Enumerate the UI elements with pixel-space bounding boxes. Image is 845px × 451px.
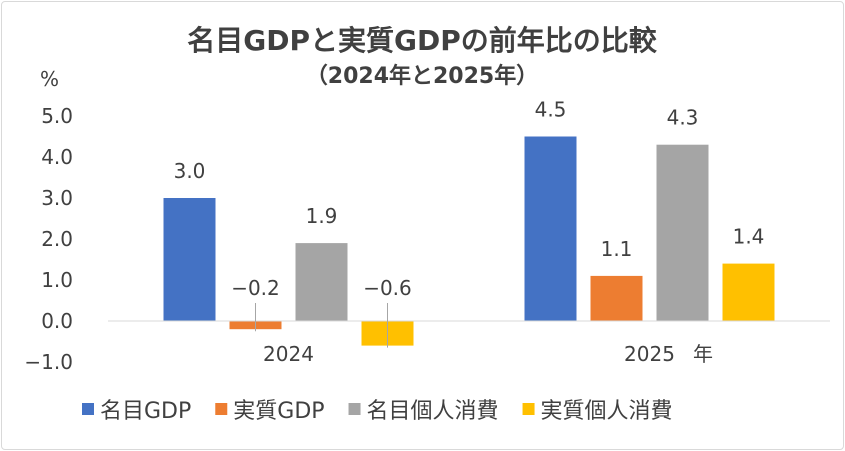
y-tick-label: 0.0 [41, 309, 73, 333]
bar [722, 263, 775, 321]
bar [163, 198, 216, 321]
legend-label: 実質GDP [233, 399, 324, 424]
data-label: 4.3 [667, 106, 699, 130]
legend-label: 名目GDP [100, 399, 191, 424]
legend-swatch [522, 403, 535, 415]
y-tick-label: 3.0 [41, 186, 73, 210]
y-tick-label: 4.0 [41, 145, 73, 169]
legend-swatch [215, 403, 228, 415]
data-label: 4.5 [535, 98, 567, 122]
data-labels: 3.0 −0.2 1.9 −0.6 4.5 1.1 4.3 1.4 [174, 98, 765, 301]
bar [590, 275, 643, 321]
chart-title: 名目GDPと実質GDPの前年比の比較 [187, 24, 657, 57]
chart-subtitle: （2024年と2025年） [306, 63, 538, 89]
data-label: 1.9 [306, 204, 338, 228]
y-tick-label: 1.0 [41, 268, 73, 292]
y-tick-label: 2.0 [41, 227, 73, 251]
data-label: 3.0 [174, 159, 206, 183]
data-label: 1.1 [601, 237, 633, 261]
leader-lines [255, 303, 388, 348]
legend-swatch [82, 403, 94, 415]
bar [656, 144, 709, 321]
legend-swatch [348, 403, 361, 415]
x-category-label: 2025 [624, 342, 675, 366]
bar [295, 243, 348, 321]
legend-label: 名目個人消費 [367, 399, 499, 424]
data-label: −0.6 [363, 276, 412, 300]
data-label: −0.2 [231, 276, 280, 300]
y-axis-ticks: 5.0 4.0 3.0 2.0 1.0 0.0 −1.0 [24, 104, 73, 374]
category-labels: 2024 2025 [263, 342, 675, 366]
y-tick-label: 5.0 [41, 104, 73, 128]
legend-label: 実質個人消費 [541, 399, 673, 424]
legend: 名目GDP 実質GDP 名目個人消費 実質個人消費 [82, 399, 673, 424]
x-category-label: 2024 [263, 342, 314, 366]
bar [524, 136, 577, 321]
y-tick-label: −1.0 [24, 350, 73, 374]
y-unit-label: % [40, 67, 59, 91]
data-label: 1.4 [733, 225, 765, 249]
x-unit-label: 年 [693, 342, 713, 366]
